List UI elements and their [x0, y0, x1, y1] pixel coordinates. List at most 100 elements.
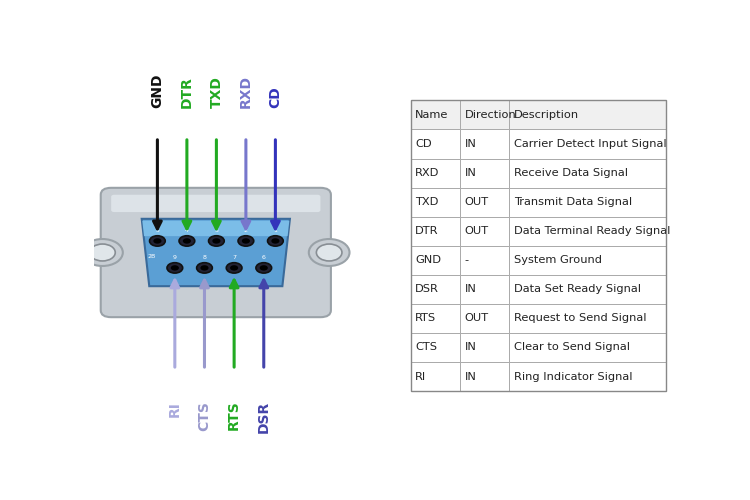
Bar	[460, 362, 509, 391]
Circle shape	[167, 262, 183, 273]
Circle shape	[82, 239, 123, 266]
Circle shape	[272, 238, 280, 244]
Circle shape	[226, 262, 242, 273]
Bar	[509, 275, 666, 304]
Circle shape	[256, 262, 272, 273]
Polygon shape	[142, 219, 290, 286]
Text: OUT: OUT	[464, 314, 489, 324]
Text: Receive Data Signal: Receive Data Signal	[514, 168, 628, 178]
Circle shape	[230, 265, 238, 270]
Text: Data Terminal Ready Signal: Data Terminal Ready Signal	[514, 226, 670, 236]
Circle shape	[153, 238, 161, 244]
Text: 8: 8	[202, 254, 206, 260]
Text: 5: 5	[155, 228, 159, 232]
Bar	[410, 362, 460, 391]
Text: RXD: RXD	[416, 168, 440, 178]
Text: IN: IN	[464, 139, 476, 149]
Text: GND: GND	[416, 256, 441, 266]
Bar	[410, 333, 460, 362]
Text: 7: 7	[232, 254, 236, 260]
Text: CTS: CTS	[416, 342, 437, 352]
Bar	[460, 275, 509, 304]
Circle shape	[149, 236, 165, 246]
Bar	[410, 304, 460, 333]
Text: 9: 9	[172, 254, 177, 260]
Text: OUT: OUT	[464, 226, 489, 236]
Bar	[410, 130, 460, 158]
Bar	[460, 246, 509, 275]
Circle shape	[171, 265, 179, 270]
Circle shape	[268, 236, 284, 246]
Circle shape	[183, 238, 191, 244]
Circle shape	[238, 236, 254, 246]
Circle shape	[260, 265, 268, 270]
Circle shape	[179, 236, 195, 246]
Text: 2B: 2B	[148, 254, 156, 259]
Bar	[410, 246, 460, 275]
Bar	[410, 275, 460, 304]
Text: CTS: CTS	[197, 400, 211, 430]
Text: 2: 2	[244, 228, 248, 232]
Text: GND: GND	[151, 74, 164, 108]
Bar	[509, 362, 666, 391]
Bar	[509, 333, 666, 362]
Text: DTR: DTR	[180, 76, 194, 108]
Text: RI: RI	[416, 372, 427, 382]
Bar	[509, 246, 666, 275]
Circle shape	[242, 238, 250, 244]
Text: Transmit Data Signal: Transmit Data Signal	[514, 197, 632, 207]
Text: -: -	[464, 256, 469, 266]
Bar	[509, 304, 666, 333]
Bar	[410, 216, 460, 246]
Bar	[460, 100, 509, 130]
Bar	[460, 333, 509, 362]
Circle shape	[196, 262, 212, 273]
Bar	[460, 130, 509, 158]
Bar	[509, 216, 666, 246]
Bar	[410, 188, 460, 216]
Bar	[509, 100, 666, 130]
Text: Name: Name	[416, 110, 448, 120]
Circle shape	[316, 244, 342, 261]
Text: Data Set Ready Signal: Data Set Ready Signal	[514, 284, 641, 294]
Text: CD: CD	[416, 139, 432, 149]
Text: Direction: Direction	[464, 110, 516, 120]
Circle shape	[200, 265, 208, 270]
Text: DTR: DTR	[416, 226, 439, 236]
Text: 3: 3	[214, 228, 218, 232]
Circle shape	[90, 244, 116, 261]
FancyBboxPatch shape	[111, 194, 320, 212]
Polygon shape	[142, 220, 290, 236]
Text: 4: 4	[185, 228, 189, 232]
Text: 1: 1	[274, 228, 278, 232]
Text: OUT: OUT	[464, 197, 489, 207]
Bar	[509, 158, 666, 188]
Text: TXD: TXD	[416, 197, 439, 207]
Text: System Ground: System Ground	[514, 256, 602, 266]
Circle shape	[309, 239, 350, 266]
Bar	[410, 100, 666, 391]
Bar	[410, 100, 460, 130]
Text: Ring Indicator Signal: Ring Indicator Signal	[514, 372, 632, 382]
Bar	[509, 188, 666, 216]
Bar	[460, 188, 509, 216]
Text: IN: IN	[464, 372, 476, 382]
Text: TXD: TXD	[209, 76, 224, 108]
Text: IN: IN	[464, 168, 476, 178]
Bar	[509, 130, 666, 158]
Text: RI: RI	[168, 400, 182, 416]
Bar	[460, 216, 509, 246]
Text: IN: IN	[464, 284, 476, 294]
Bar	[460, 158, 509, 188]
Text: DSR: DSR	[256, 400, 271, 433]
Text: CD: CD	[268, 86, 283, 108]
Text: Carrier Detect Input Signal: Carrier Detect Input Signal	[514, 139, 667, 149]
Text: Clear to Send Signal: Clear to Send Signal	[514, 342, 630, 352]
Text: RTS: RTS	[416, 314, 436, 324]
Text: IN: IN	[464, 342, 476, 352]
Bar	[460, 304, 509, 333]
Text: 6: 6	[262, 254, 266, 260]
Circle shape	[212, 238, 220, 244]
Text: Description: Description	[514, 110, 579, 120]
Bar	[410, 158, 460, 188]
